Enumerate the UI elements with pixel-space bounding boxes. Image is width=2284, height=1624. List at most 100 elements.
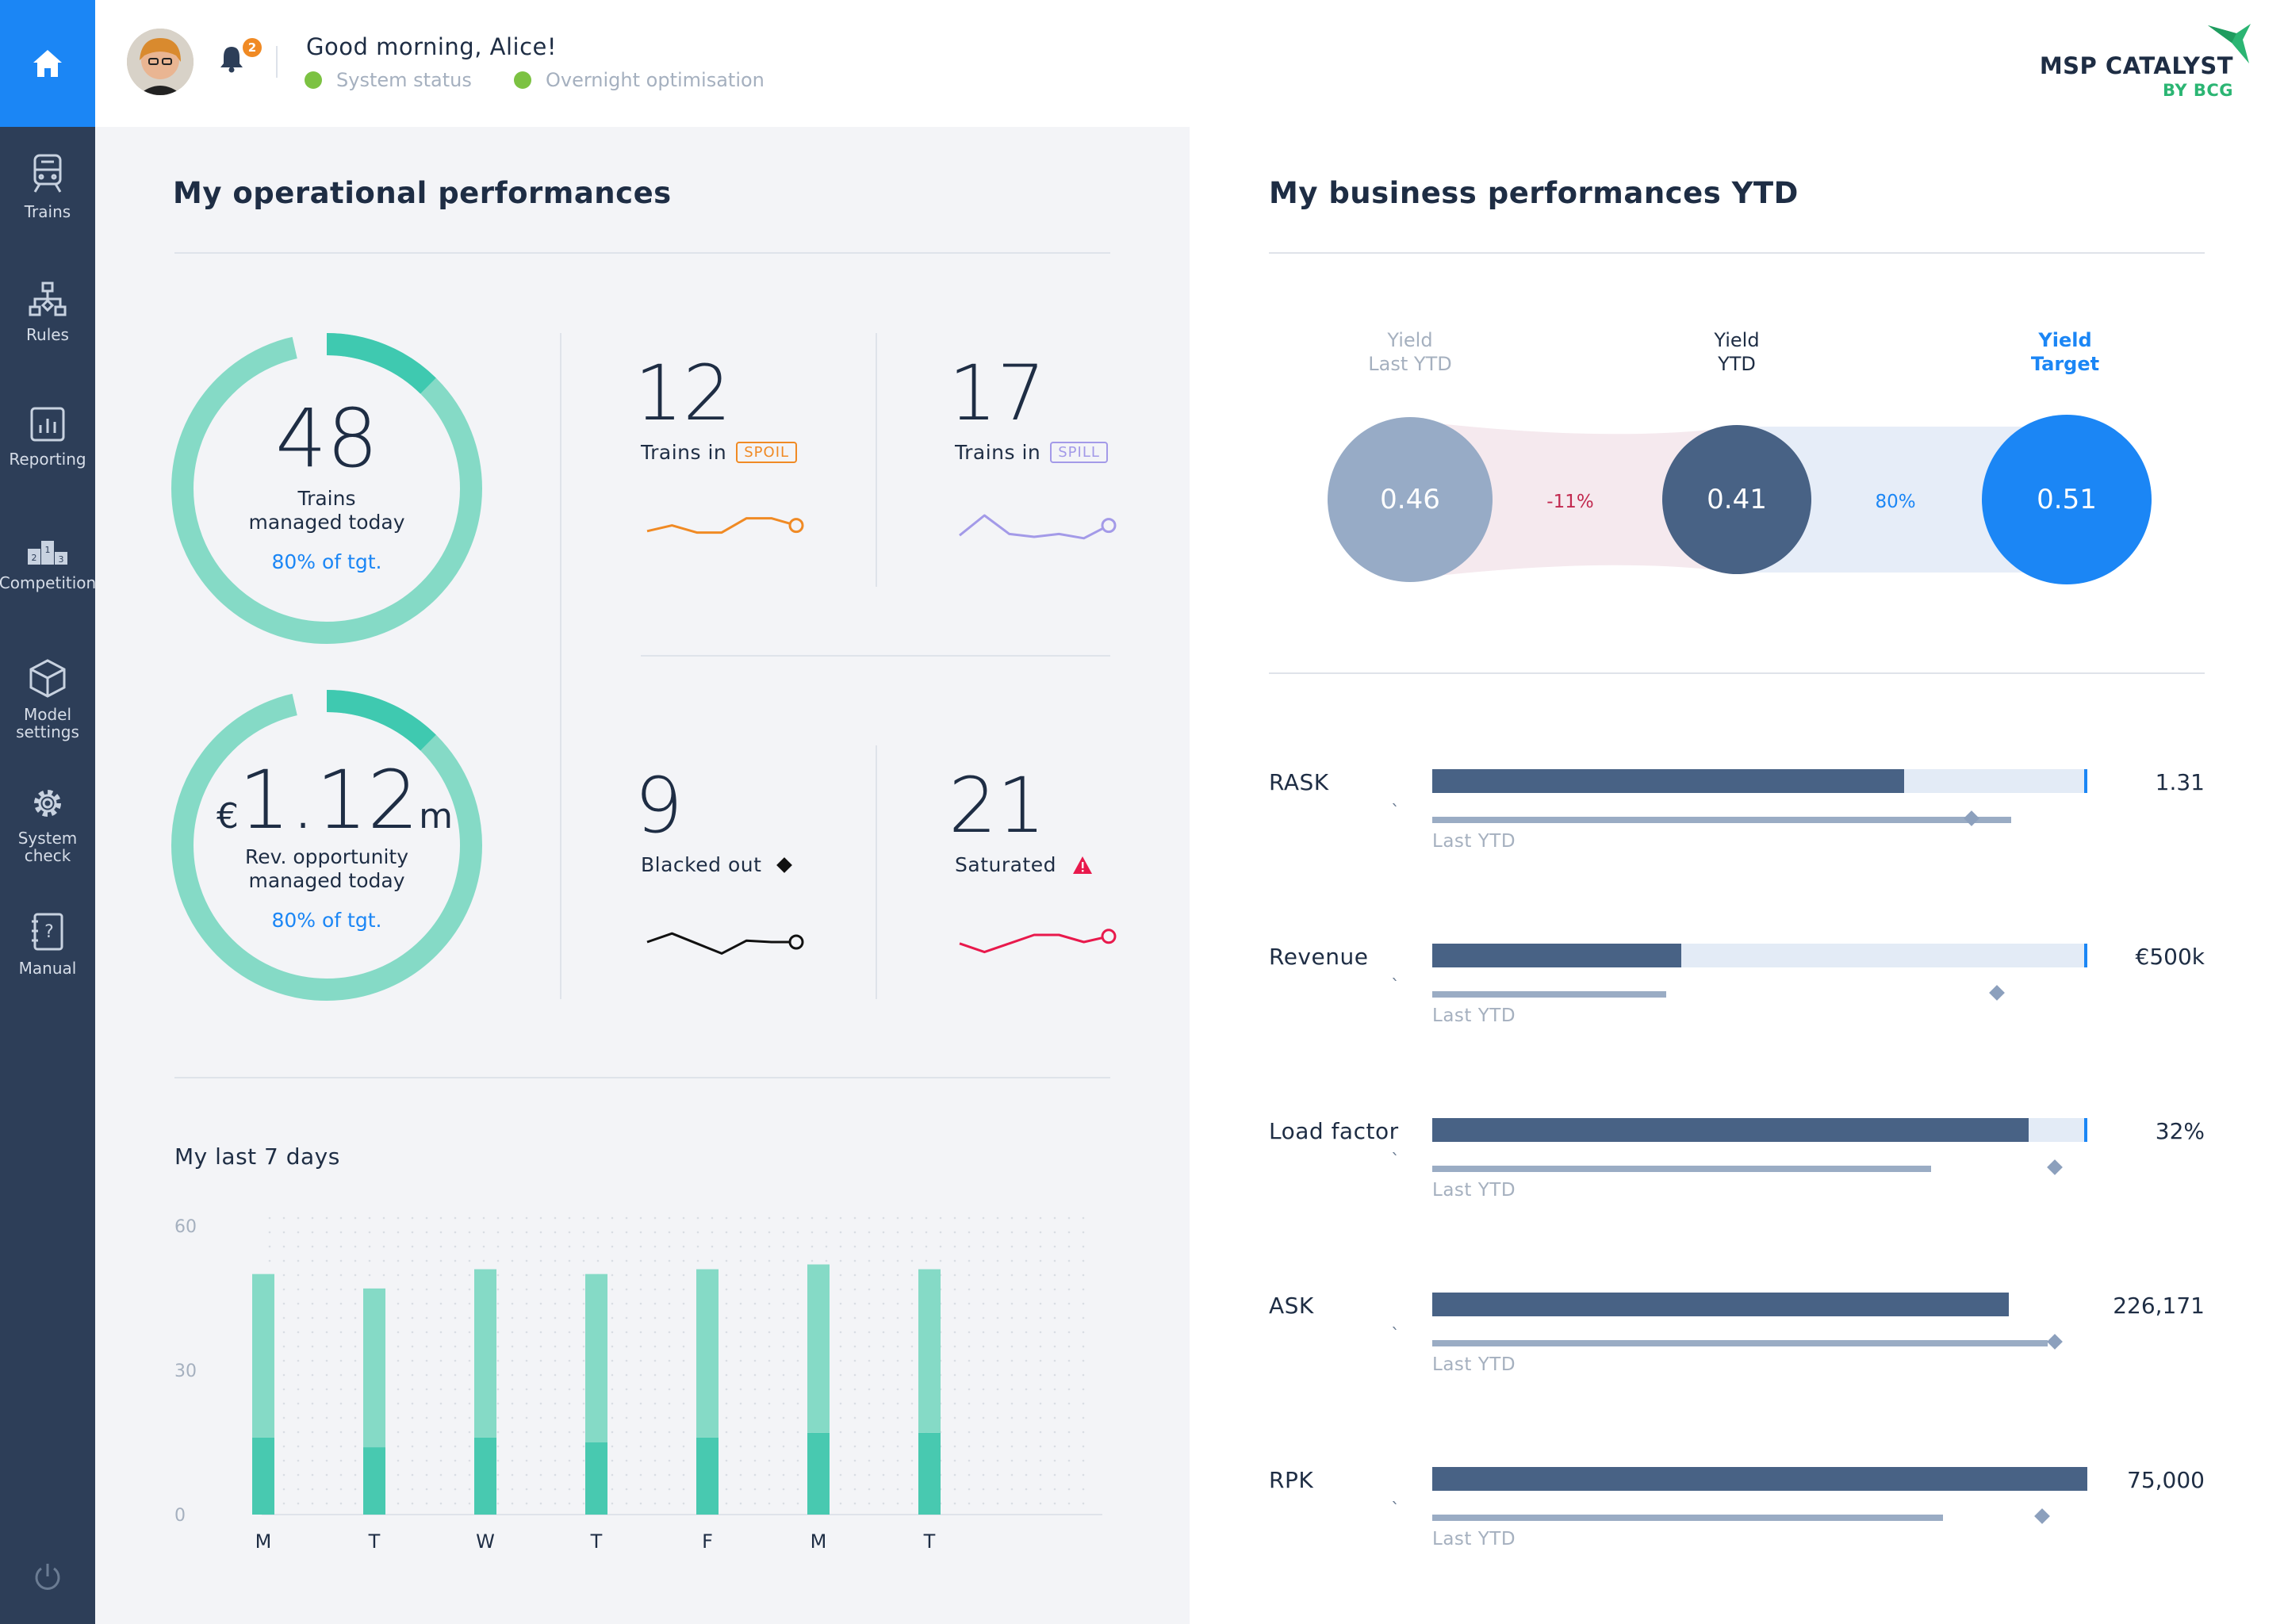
sidebar-item-manual[interactable]: ? Manual xyxy=(0,912,95,1031)
grid-dot xyxy=(1067,1373,1071,1377)
grid-dot xyxy=(739,1216,742,1220)
grid-dot xyxy=(325,1231,328,1234)
grid-dot xyxy=(354,1288,357,1291)
grid-dot xyxy=(1053,1274,1056,1277)
tick-mark: ` xyxy=(1391,1326,1400,1346)
grid-dot xyxy=(968,1302,971,1305)
grid-dot xyxy=(339,1259,343,1262)
blacked-out-sparkline xyxy=(646,932,804,955)
overnight-optimisation-status[interactable]: Overnight optimisation xyxy=(514,69,765,91)
grid-dot xyxy=(682,1459,685,1462)
grid-dot xyxy=(782,1216,785,1220)
grid-dot xyxy=(910,1288,914,1291)
grid-dot xyxy=(297,1416,300,1419)
grid-dot xyxy=(554,1473,557,1477)
grid-dot xyxy=(882,1245,885,1248)
grid-dot xyxy=(1053,1345,1056,1348)
grid-dot xyxy=(653,1388,657,1391)
grid-dot xyxy=(1053,1488,1056,1491)
grid-dot xyxy=(411,1288,414,1291)
last-ytd-label: Last YTD xyxy=(1432,831,1516,852)
grid-dot xyxy=(868,1388,871,1391)
bar-segment xyxy=(474,1437,496,1515)
grid-dot xyxy=(725,1316,728,1320)
divider xyxy=(560,333,561,999)
saturated-sparkline xyxy=(959,929,1117,954)
grid-dot xyxy=(839,1388,842,1391)
grid-dot xyxy=(782,1331,785,1334)
grid-dot xyxy=(439,1488,443,1491)
grid-dot xyxy=(568,1216,571,1220)
grid-dot xyxy=(953,1373,956,1377)
grid-dot xyxy=(539,1259,542,1262)
sidebar-item-model-settings[interactable]: Model settings xyxy=(0,658,95,777)
grid-dot xyxy=(1082,1431,1085,1434)
grid-dot xyxy=(953,1345,956,1348)
grid-dot xyxy=(1039,1445,1042,1448)
grid-dot xyxy=(896,1502,899,1505)
spill-sparkline xyxy=(959,514,1117,540)
grid-dot xyxy=(768,1331,771,1334)
grid-dot xyxy=(1010,1216,1014,1220)
grid-dot xyxy=(1053,1331,1056,1334)
grid-dot xyxy=(739,1373,742,1377)
grid-dot xyxy=(454,1316,457,1320)
grid-dot xyxy=(339,1274,343,1277)
yield-delta-1: -11% xyxy=(1546,492,1594,512)
grid-dot xyxy=(496,1373,500,1377)
bell-icon[interactable] xyxy=(219,44,244,73)
grid-dot xyxy=(753,1345,757,1348)
grid-dot xyxy=(968,1502,971,1505)
grid-dot xyxy=(1039,1274,1042,1277)
grid-dot xyxy=(282,1316,286,1320)
grid-dot xyxy=(554,1302,557,1305)
grid-dot xyxy=(796,1373,799,1377)
grid-dot xyxy=(753,1373,757,1377)
grid-dot xyxy=(639,1288,642,1291)
grid-dot xyxy=(853,1402,856,1405)
grid-dot xyxy=(539,1359,542,1362)
grid-dot xyxy=(996,1459,999,1462)
grid-dot xyxy=(653,1373,657,1377)
grid-dot xyxy=(268,1231,271,1234)
grid-dot xyxy=(882,1488,885,1491)
grid-dot xyxy=(982,1274,985,1277)
grid-dot xyxy=(554,1245,557,1248)
grid-dot xyxy=(1053,1402,1056,1405)
grid-dot xyxy=(1025,1288,1028,1291)
grid-dot xyxy=(953,1459,956,1462)
sidebar-item-reporting[interactable]: Reporting xyxy=(0,406,95,525)
x-tick-label: T xyxy=(923,1530,936,1553)
grid-dot xyxy=(1082,1274,1085,1277)
grid-dot xyxy=(853,1445,856,1448)
grid-dot xyxy=(682,1431,685,1434)
grid-dot xyxy=(554,1402,557,1405)
grid-dot xyxy=(625,1316,628,1320)
grid-dot xyxy=(568,1259,571,1262)
grid-dot xyxy=(397,1245,400,1248)
grid-dot xyxy=(468,1431,471,1434)
grid-dot xyxy=(411,1359,414,1362)
grid-dot xyxy=(468,1388,471,1391)
grid-dot xyxy=(953,1473,956,1477)
home-button[interactable] xyxy=(0,0,95,127)
trains-managed-label: Trains xyxy=(297,487,356,510)
grid-dot xyxy=(539,1402,542,1405)
grid-dot xyxy=(397,1445,400,1448)
sidebar-item-rules[interactable]: Rules xyxy=(0,282,95,400)
grid-dot xyxy=(1010,1445,1014,1448)
grid-dot xyxy=(982,1473,985,1477)
grid-dot xyxy=(325,1402,328,1405)
grid-dot xyxy=(1039,1345,1042,1348)
grid-dot xyxy=(454,1502,457,1505)
sidebar-item-system-check[interactable]: System check xyxy=(0,785,95,904)
grid-dot xyxy=(282,1488,286,1491)
grid-dot xyxy=(968,1416,971,1419)
avatar[interactable] xyxy=(127,29,194,95)
system-status[interactable]: System status xyxy=(305,69,472,91)
grid-dot xyxy=(1025,1316,1028,1320)
grid-dot xyxy=(868,1216,871,1220)
power-icon[interactable] xyxy=(32,1561,63,1592)
sidebar-item-trains[interactable]: Trains xyxy=(0,152,95,271)
